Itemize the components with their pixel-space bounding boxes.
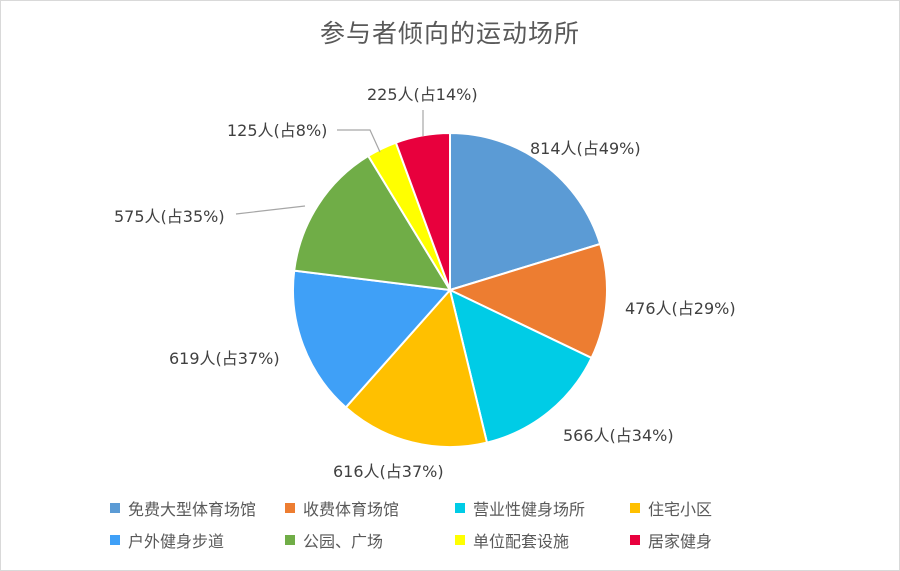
data-label-1: 476人(占29%): [625, 299, 736, 318]
data-label-0: 814人(占49%): [530, 139, 641, 158]
legend-label-3: 住宅小区: [648, 500, 713, 519]
legend-label-1: 收费体育场馆: [303, 500, 400, 519]
leader-line-6: [337, 129, 381, 153]
leader-line-5: [235, 205, 306, 215]
legend-item-0: 免费大型体育场馆: [110, 496, 285, 520]
legend-label-0: 免费大型体育场馆: [128, 500, 257, 519]
legend-item-3: 住宅小区: [630, 496, 780, 520]
legend-swatch-3: [630, 503, 640, 513]
legend-label-6: 单位配套设施: [473, 532, 570, 551]
pie-slice-4: [292, 269, 453, 409]
data-label-7: 225人(占14%): [367, 85, 478, 104]
legend-label-4: 户外健身步道: [128, 532, 225, 551]
pie-slice-0: [449, 131, 602, 292]
legend-item-4: 户外健身步道: [110, 528, 285, 552]
data-label-2: 566人(占34%): [563, 426, 674, 445]
legend-swatch-4: [110, 535, 120, 545]
legend-swatch-7: [630, 535, 640, 545]
pie-slice-2: [448, 288, 593, 444]
legend: 免费大型体育场馆 收费体育场馆 营业性健身场所 住宅小区户外健身步道 公园、广场 单位配套…: [110, 496, 810, 552]
chart-title: 参与者倾向的运动场所: [319, 19, 580, 48]
legend-label-2: 营业性健身场所: [473, 500, 586, 519]
data-label-4: 619人(占37%): [169, 349, 280, 368]
data-label-6: 125人(占8%): [227, 121, 327, 140]
legend-item-6: 单位配套设施: [455, 528, 630, 552]
legend-swatch-1: [285, 503, 295, 513]
pie-slice-5: [293, 154, 452, 292]
legend-item-2: 营业性健身场所: [455, 496, 630, 520]
legend-swatch-0: [110, 503, 120, 513]
legend-swatch-5: [285, 535, 295, 545]
data-label-3: 616人(占37%): [333, 462, 444, 481]
pie-slice-1: [447, 242, 608, 360]
legend-swatch-6: [455, 535, 465, 545]
legend-item-5: 公园、广场: [285, 528, 455, 552]
legend-item-7: 居家健身: [630, 528, 780, 552]
data-label-5: 575人(占35%): [114, 207, 225, 226]
pie-slice-3: [344, 287, 489, 448]
legend-label-5: 公园、广场: [303, 532, 384, 551]
legend-label-7: 居家健身: [648, 532, 713, 551]
legend-swatch-2: [455, 503, 465, 513]
legend-item-1: 收费体育场馆: [285, 496, 455, 520]
